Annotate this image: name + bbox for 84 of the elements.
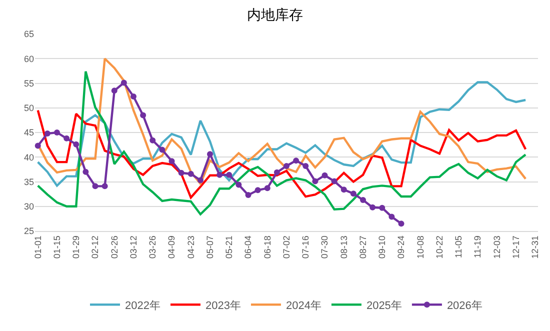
point [188, 170, 194, 177]
x-tick-label: 07-02 [281, 236, 292, 259]
x-tick-label: 04-09 [166, 236, 177, 259]
x-tick-label: 10-22 [434, 236, 444, 259]
point [159, 146, 166, 153]
x-tick-label: 07-30 [320, 236, 330, 259]
point [73, 141, 80, 148]
point [226, 172, 232, 178]
y-tick-label: 30 [24, 202, 34, 212]
y-tick-label: 65 [24, 29, 34, 40]
point [44, 130, 50, 136]
x-tick-label: 11-05 [454, 236, 464, 258]
point [34, 142, 41, 149]
x-tick-label: 12-31 [530, 236, 540, 259]
x-tick-label: 11-19 [472, 236, 483, 258]
point [388, 214, 395, 220]
point [236, 182, 242, 188]
y-tick-label: 40 [24, 152, 34, 162]
x-tick-label: 01-15 [52, 236, 62, 259]
x-tick-label: 08-13 [338, 236, 349, 259]
point [140, 112, 146, 118]
point [370, 204, 376, 210]
point [92, 183, 98, 190]
y-tick-label: 60 [24, 54, 34, 64]
x-tick-label: 02-26 [109, 236, 120, 259]
point [120, 80, 127, 86]
point [340, 186, 347, 193]
x-tick-label: 06-18 [262, 236, 272, 259]
x-tick-label: 03-12 [128, 236, 138, 259]
y-tick-label: 35 [24, 176, 34, 187]
x-tick-label: 06-04 [243, 236, 254, 259]
point [293, 158, 300, 164]
x-tick-label: 09-24 [396, 236, 406, 259]
y-tick-label: 55 [24, 78, 34, 88]
line-series [36, 81, 527, 187]
point [64, 135, 70, 142]
x-tick-label: 09-10 [377, 236, 388, 259]
point [207, 151, 213, 158]
x-tick-label: 04-23 [186, 236, 196, 259]
y-tick-label: 45 [24, 128, 34, 138]
x-tick-label: 01-29 [71, 236, 82, 259]
point [312, 178, 318, 184]
x-tick-label: 01-01 [32, 236, 43, 259]
line-series [36, 70, 527, 216]
point [197, 177, 204, 184]
x-tick-label: 08-27 [358, 236, 368, 259]
x-tick-label: 07-16 [300, 236, 311, 259]
point [102, 183, 108, 190]
legend-label: 2025年 [366, 300, 402, 312]
point [284, 162, 290, 169]
legend-label: 2023年 [205, 300, 241, 312]
chart-title: 内地库存 [247, 6, 303, 23]
point [379, 204, 386, 211]
y-tick-label: 25 [24, 226, 34, 236]
x-tick-label: 10-08 [415, 236, 426, 259]
point [82, 168, 89, 175]
point [264, 185, 270, 192]
point [245, 192, 252, 198]
point [360, 196, 366, 203]
point [350, 190, 356, 197]
legend-label: 2026年 [446, 300, 482, 312]
point [168, 158, 175, 164]
point [322, 172, 328, 178]
x-tick-label: 02-12 [90, 236, 100, 259]
point [398, 220, 404, 227]
x-tick-label: 05-21 [224, 236, 234, 259]
x-tick-label: 03-26 [148, 236, 158, 259]
point [274, 169, 280, 176]
legend-label: 2022年 [125, 300, 160, 312]
x-tick-label: 12-17 [510, 236, 521, 259]
point [331, 178, 338, 184]
point [54, 130, 60, 136]
point [150, 137, 156, 144]
y-tick-label: 50 [24, 103, 34, 114]
point [216, 172, 223, 178]
point [302, 162, 309, 169]
x-tick-label: 12-03 [492, 236, 502, 259]
legend-label: 2024年 [286, 300, 322, 312]
point [178, 170, 184, 176]
point [130, 94, 136, 100]
point [111, 88, 118, 94]
x-tick-label: 05-07 [204, 236, 215, 259]
line-series [36, 109, 527, 199]
point [254, 187, 261, 194]
